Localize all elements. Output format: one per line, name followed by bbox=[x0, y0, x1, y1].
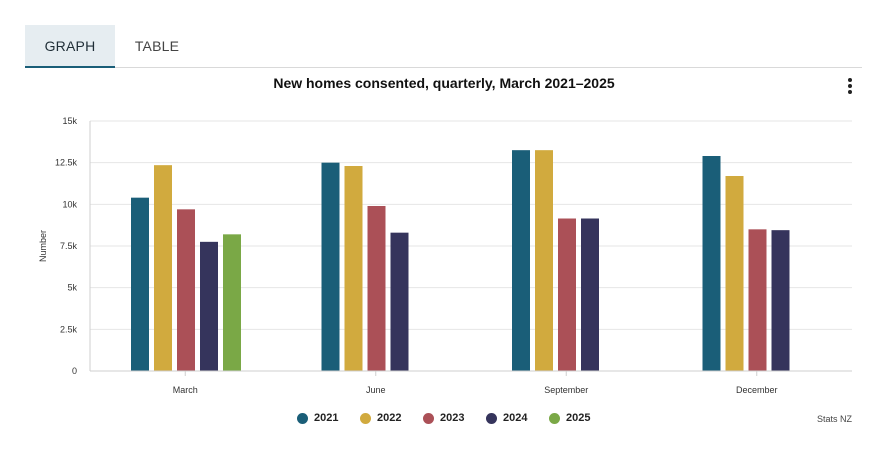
tab-graph[interactable]: GRAPH bbox=[25, 25, 115, 68]
y-tick-label: 5k bbox=[67, 283, 77, 293]
x-axis-ticks: March June September December bbox=[173, 371, 778, 395]
source-credit: Stats NZ bbox=[816, 414, 852, 424]
legend-label: 2022 bbox=[377, 412, 402, 424]
y-axis-ticks: 0 2.5k 5k 7.5k 10k 12.5k 15k bbox=[55, 116, 78, 376]
bar-2021-december[interactable] bbox=[702, 156, 721, 371]
bar-2023-september[interactable] bbox=[558, 218, 576, 372]
bars bbox=[131, 150, 790, 371]
bar-2024-september[interactable] bbox=[581, 218, 599, 372]
bar-2025-march[interactable] bbox=[223, 234, 241, 371]
y-tick-label: 2.5k bbox=[60, 324, 78, 334]
legend-marker bbox=[360, 412, 371, 424]
bar-2022-march[interactable] bbox=[154, 165, 172, 371]
tab-bar: GRAPH TABLE bbox=[25, 25, 862, 68]
x-tick-label: December bbox=[736, 385, 778, 395]
bar-2022-september[interactable] bbox=[535, 150, 553, 371]
legend-item-2023[interactable]: 2023 bbox=[423, 409, 464, 427]
tab-table[interactable]: TABLE bbox=[134, 38, 180, 54]
y-tick-label: 15k bbox=[62, 116, 77, 126]
x-tick-label: September bbox=[544, 385, 588, 395]
x-tick-label: March bbox=[173, 385, 198, 395]
bar-2023-december[interactable] bbox=[748, 229, 767, 371]
y-axis-label: Number bbox=[38, 230, 48, 262]
legend-marker bbox=[549, 412, 560, 424]
bar-2023-june[interactable] bbox=[367, 206, 386, 371]
bar-2024-december[interactable] bbox=[771, 230, 790, 371]
bar-2021-june[interactable] bbox=[321, 162, 340, 371]
legend-item-2025[interactable]: 2025 bbox=[549, 409, 590, 427]
vertical-ellipsis-icon[interactable] bbox=[843, 78, 857, 96]
x-tick-label: June bbox=[366, 385, 386, 395]
legend-item-2024[interactable]: 2024 bbox=[486, 409, 527, 427]
y-tick-label: 12.5k bbox=[55, 158, 78, 168]
bar-2022-june[interactable] bbox=[344, 166, 363, 371]
bar-2023-march[interactable] bbox=[177, 209, 195, 371]
legend-marker bbox=[423, 412, 434, 424]
bar-2021-september[interactable] bbox=[512, 150, 530, 371]
legend-label: 2023 bbox=[440, 412, 465, 424]
bar-2024-june[interactable] bbox=[390, 232, 409, 371]
legend-marker bbox=[486, 412, 497, 424]
y-tick-label: 7.5k bbox=[60, 241, 78, 251]
legend-label: 2025 bbox=[566, 412, 591, 424]
legend-label: 2021 bbox=[314, 412, 339, 424]
chart-title: New homes consented, quarterly, March 20… bbox=[273, 75, 615, 91]
y-tick-label: 0 bbox=[72, 366, 77, 376]
bar-2022-december[interactable] bbox=[725, 176, 744, 371]
legend-label: 2024 bbox=[503, 412, 528, 424]
legend-marker bbox=[297, 412, 308, 424]
bar-2024-march[interactable] bbox=[200, 241, 218, 371]
bar-2021-march[interactable] bbox=[131, 197, 149, 371]
legend-item-2021[interactable]: 2021 bbox=[297, 409, 338, 427]
y-tick-label: 10k bbox=[62, 199, 77, 209]
legend: 2021 2022 2023 2024 2025 bbox=[0, 409, 888, 427]
legend-item-2022[interactable]: 2022 bbox=[360, 409, 401, 427]
